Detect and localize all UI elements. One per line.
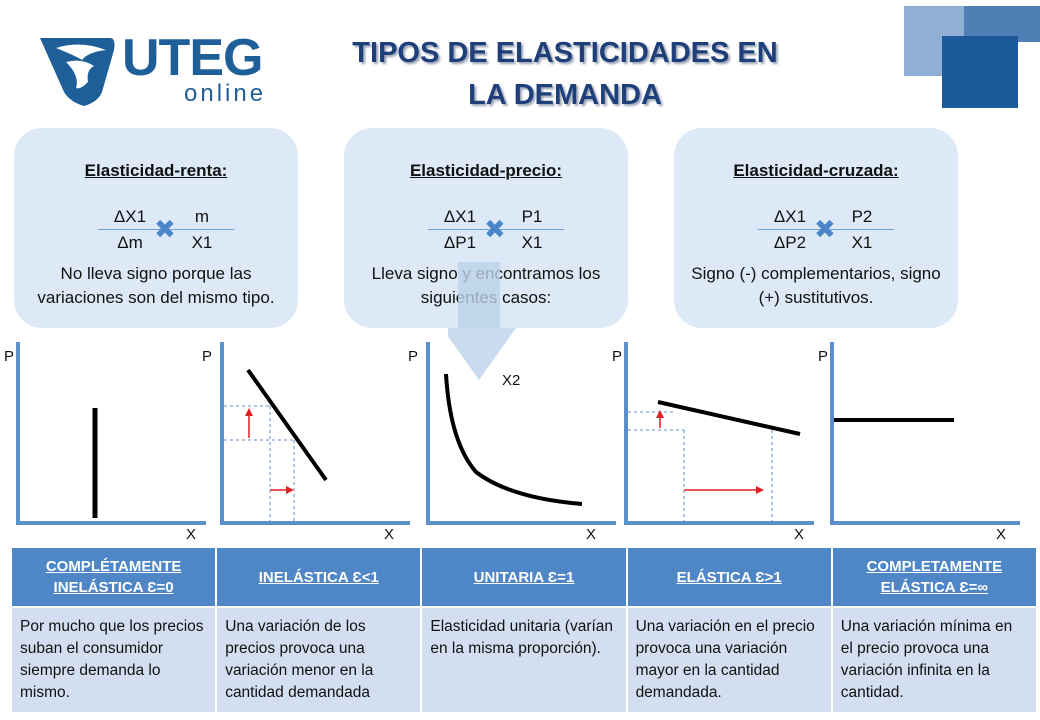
demand-curve <box>224 368 328 521</box>
demand-curve <box>444 373 583 506</box>
axis-label-x: X <box>794 526 805 543</box>
axis-label-p: P <box>4 348 15 365</box>
axis-label-p: P <box>818 348 829 365</box>
shield-icon <box>40 38 115 106</box>
down-arrow-icon <box>448 262 516 380</box>
table-cell: Por mucho que los precios suban el consu… <box>9 606 218 714</box>
logo-word: UTEG <box>122 29 263 87</box>
table-header: INELÁSTICA Ɛ<1 <box>215 546 423 608</box>
multiply-icon: ✖ <box>484 214 506 244</box>
x-axis <box>830 521 1020 525</box>
table-cell: Elasticidad unitaria (varían en la misma… <box>420 606 628 714</box>
fraction-numerator: P1 <box>500 206 564 230</box>
elasticity-cases-table: COMPLÉTAMENTE INELÁSTICA Ɛ=0 INELÁSTICA … <box>9 546 1039 714</box>
card-elasticidad-precio: Elasticidad-precio: ΔX1 ΔP1 ✖ P1 X1 Llev… <box>344 128 628 328</box>
y-axis <box>426 342 430 524</box>
x-axis <box>220 521 410 525</box>
fraction-left: ΔX1 ΔP2 <box>758 206 822 253</box>
table-cell: Una variación de los precios provoca una… <box>215 606 423 714</box>
multiply-icon: ✖ <box>154 214 176 244</box>
graph-inelastica: P X <box>202 342 413 543</box>
table-cell: Una variación mínima en el precio provoc… <box>830 606 1039 714</box>
table-row: Por mucho que los precios suban el consu… <box>9 606 1039 714</box>
table-header: COMPLÉTAMENTE INELÁSTICA Ɛ=0 <box>9 546 218 608</box>
logo-subtitle: online <box>184 80 267 107</box>
axis-label-p: P <box>408 348 419 365</box>
card-description: No lleva signo porque las variaciones so… <box>37 264 275 307</box>
table-header-row: COMPLÉTAMENTE INELÁSTICA Ɛ=0 INELÁSTICA … <box>9 546 1039 608</box>
axis-label-x: X <box>384 526 395 543</box>
corner-square-dark <box>942 36 1018 108</box>
fraction-denominator: X1 <box>851 233 873 252</box>
fraction-denominator: X1 <box>191 233 213 252</box>
fraction-right: P2 X1 <box>830 206 894 253</box>
y-axis <box>16 342 20 524</box>
y-axis <box>220 342 224 524</box>
fraction-denominator: Δm <box>117 233 143 252</box>
demand-curve <box>834 418 954 422</box>
y-axis <box>830 342 834 524</box>
fraction-denominator: ΔP2 <box>773 233 807 252</box>
graph-unitaria: P X X2 <box>408 342 619 543</box>
demand-curve <box>628 400 801 521</box>
fraction-numerator: m <box>170 206 234 230</box>
x-axis <box>16 521 206 525</box>
fraction-numerator: P2 <box>830 206 894 230</box>
title-line-2: LA DEMANDA <box>468 79 662 111</box>
card-elasticidad-cruzada: Elasticidad-cruzada: ΔX1 ΔP2 ✖ P2 X1 Sig… <box>674 128 958 328</box>
fraction-denominator: X1 <box>521 233 543 252</box>
fraction-left: ΔX1 Δm <box>98 206 162 253</box>
x-axis <box>624 521 814 525</box>
fraction-left: ΔX1 ΔP1 <box>428 206 492 253</box>
card-description: Signo (-) complementarios, signo (+) sus… <box>691 264 941 307</box>
graph-elastica: P X <box>612 342 817 543</box>
table-header: COMPLETAMENTE ELÁSTICA Ɛ=∞ <box>830 546 1039 608</box>
multiply-icon: ✖ <box>814 214 836 244</box>
card-elasticidad-renta: Elasticidad-renta: ΔX1 Δm ✖ m X1 No llev… <box>14 128 298 328</box>
axis-label-x: X <box>186 526 197 543</box>
fraction-right: m X1 <box>170 206 234 253</box>
table-header: UNITARIA Ɛ=1 <box>420 546 628 608</box>
axis-label-x: X <box>586 526 597 543</box>
curve-label: X2 <box>502 372 521 389</box>
title-line-1: TIPOS DE ELASTICIDADES EN <box>352 37 778 69</box>
fraction-numerator: ΔX1 <box>758 206 822 230</box>
y-axis <box>624 342 628 524</box>
table-header: ELÁSTICA Ɛ>1 <box>625 546 833 608</box>
graph-inelastica-total: P X <box>4 342 209 543</box>
x-axis <box>426 521 616 525</box>
page-title: TIPOS DE ELASTICIDADES EN LA DEMANDA <box>300 32 830 116</box>
fraction-right: P1 X1 <box>500 206 564 253</box>
table-cell: Una variación en el precio provoca una v… <box>625 606 833 714</box>
axis-label-p: P <box>612 348 623 365</box>
card-title: Elasticidad-renta: <box>84 161 228 180</box>
fraction-numerator: ΔX1 <box>428 206 492 230</box>
card-title: Elasticidad-precio: <box>409 161 563 180</box>
graph-elastica-total: P X <box>818 342 1023 543</box>
uteg-logo: UTEG online <box>36 30 296 110</box>
card-title: Elasticidad-cruzada: <box>733 161 899 180</box>
axis-label-p: P <box>202 348 213 365</box>
axis-label-x: X <box>996 526 1007 543</box>
fraction-denominator: ΔP1 <box>443 233 477 252</box>
fraction-numerator: ΔX1 <box>98 206 162 230</box>
demand-curve <box>92 408 98 518</box>
